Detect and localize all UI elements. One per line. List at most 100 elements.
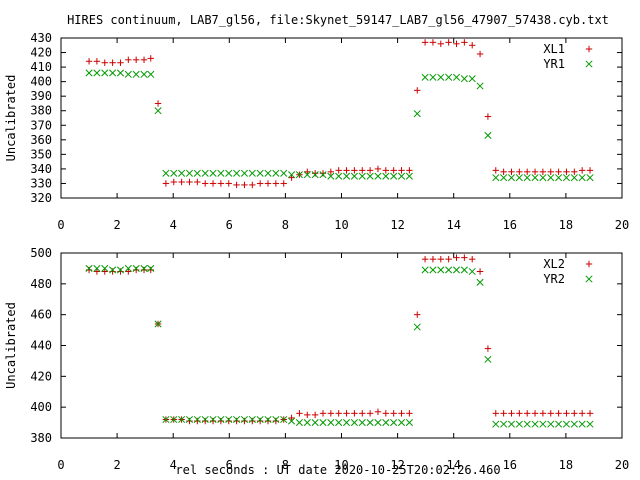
data-point: [304, 168, 311, 176]
data-point: [452, 73, 461, 81]
data-point: [570, 174, 578, 182]
data-point: [178, 178, 185, 186]
data-point: [109, 59, 116, 66]
data-point: [586, 410, 594, 417]
y-tick-label: 430: [30, 31, 52, 45]
data-point: [492, 174, 500, 182]
legend-marker: [585, 260, 593, 268]
data-point: [523, 174, 531, 182]
data-point: [178, 415, 186, 424]
data-point: [460, 75, 468, 83]
data-point: [240, 169, 249, 177]
series-XL2: [85, 254, 594, 425]
data-point: [170, 415, 178, 424]
data-point: [303, 419, 311, 427]
data-point: [555, 168, 562, 176]
data-point: [225, 169, 233, 177]
data-point: [304, 411, 311, 419]
data-point: [327, 168, 335, 176]
data-point: [382, 419, 390, 427]
data-point: [390, 419, 398, 427]
y-tick-label: 420: [30, 369, 52, 383]
data-point: [358, 172, 366, 180]
data-point: [578, 174, 586, 182]
data-point: [248, 169, 256, 177]
x-axis-label: rel seconds : UT date 2020-10-25T20:02:2…: [175, 463, 500, 477]
x-tick-label: 6: [226, 458, 233, 472]
data-point: [492, 167, 499, 174]
data-point: [586, 167, 594, 174]
data-point: [570, 420, 578, 428]
data-point: [311, 170, 319, 177]
data-point: [147, 70, 155, 78]
data-point: [225, 180, 232, 187]
data-point: [264, 169, 272, 177]
data-point: [132, 56, 140, 64]
data-point: [101, 69, 109, 77]
data-point: [578, 167, 586, 174]
data-point: [125, 56, 132, 64]
data-point: [101, 264, 109, 272]
y-tick-label: 340: [30, 162, 52, 176]
data-point: [507, 420, 516, 428]
data-point: [350, 172, 358, 180]
x-tick-label: 6: [226, 218, 233, 232]
data-point: [147, 264, 155, 272]
data-point: [154, 100, 162, 107]
data-point: [421, 73, 429, 81]
data-point: [421, 266, 429, 274]
data-point: [562, 174, 571, 182]
data-point: [445, 266, 453, 274]
data-point: [185, 415, 194, 424]
data-point: [578, 410, 586, 417]
data-point: [233, 169, 241, 177]
data-point: [335, 419, 343, 427]
data-point: [476, 268, 484, 275]
data-point: [414, 311, 421, 318]
data-point: [319, 419, 327, 427]
data-point: [468, 267, 476, 276]
y-axis-label: Uncalibrated: [4, 302, 18, 389]
data-point: [209, 415, 217, 424]
data-point: [233, 181, 240, 189]
data-point: [351, 410, 358, 417]
data-point: [429, 73, 437, 81]
data-point: [241, 181, 248, 189]
x-tick-label: 18: [559, 458, 573, 472]
data-point: [539, 420, 547, 428]
data-point: [256, 415, 264, 424]
data-point: [343, 410, 350, 417]
data-point: [264, 180, 272, 187]
data-point: [500, 410, 507, 417]
data-point: [452, 266, 461, 274]
data-point: [453, 254, 460, 261]
legend-marker: [585, 60, 593, 68]
data-point: [280, 169, 288, 177]
data-point: [209, 180, 217, 187]
data-point: [93, 264, 101, 272]
data-point: [492, 410, 499, 417]
data-point: [406, 167, 413, 174]
data-point: [295, 171, 303, 179]
data-point: [342, 419, 351, 427]
data-point: [162, 180, 170, 187]
data-point: [85, 58, 93, 65]
data-point: [132, 70, 140, 78]
data-point: [461, 39, 468, 46]
data-point: [335, 167, 342, 174]
data-point: [437, 40, 444, 48]
data-point: [523, 410, 531, 417]
data-point: [295, 419, 303, 427]
legend-label: YR2: [543, 272, 565, 286]
y-tick-label: 440: [30, 339, 52, 353]
data-point: [93, 268, 101, 275]
y-tick-label: 370: [30, 118, 52, 132]
data-point: [366, 167, 374, 174]
data-point: [335, 172, 343, 180]
x-tick-label: 16: [503, 458, 517, 472]
x-tick-label: 2: [113, 218, 120, 232]
legend-marker: [585, 45, 593, 53]
data-point: [194, 178, 201, 186]
data-point: [374, 165, 382, 173]
data-point: [319, 170, 327, 177]
